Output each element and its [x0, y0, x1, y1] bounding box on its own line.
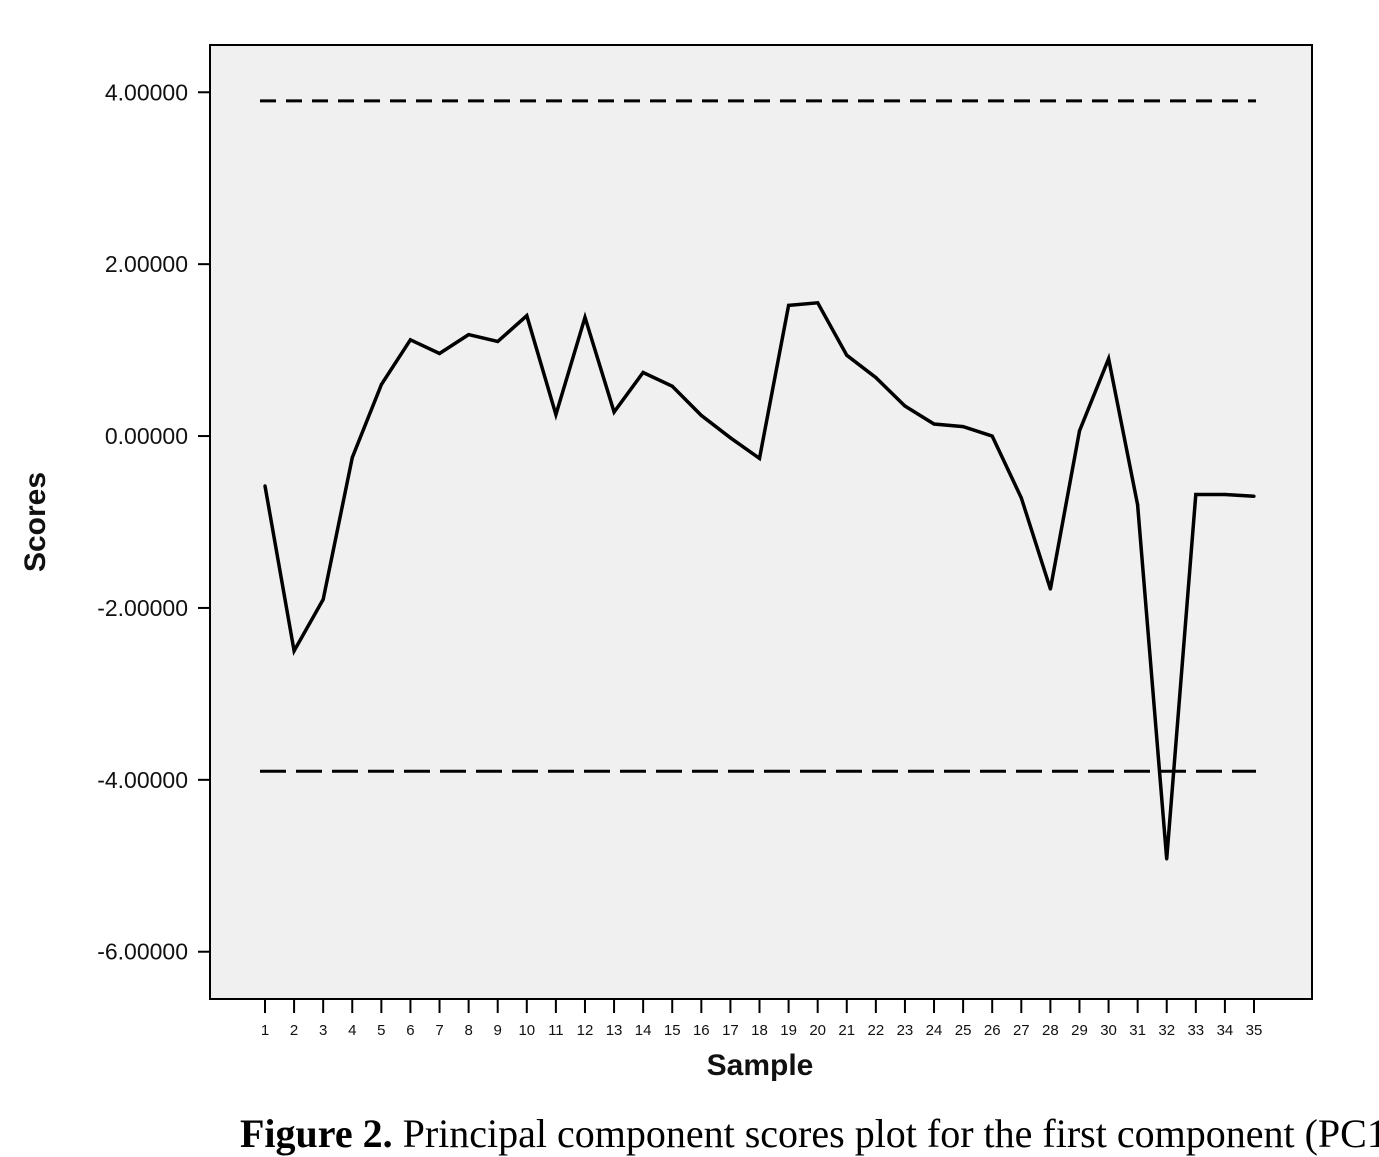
x-tick-label: 17 — [722, 1022, 739, 1039]
y-tick-label: 0.00000 — [105, 423, 188, 449]
data-point — [1077, 429, 1082, 433]
y-axis-title: Scores — [19, 472, 52, 572]
x-tick-label: 34 — [1217, 1022, 1234, 1039]
data-point — [670, 384, 674, 388]
data-point — [467, 333, 471, 337]
data-point — [321, 597, 325, 601]
data-point — [932, 422, 936, 426]
x-tick-label: 25 — [955, 1022, 972, 1039]
x-tick-label: 2 — [290, 1022, 298, 1039]
x-tick-label: 33 — [1187, 1022, 1204, 1039]
data-point — [903, 404, 907, 408]
data-point — [1252, 494, 1256, 498]
plot-area — [209, 44, 1313, 1000]
x-tick-label: 16 — [693, 1022, 710, 1039]
data-point — [845, 353, 849, 357]
x-tick-label: 12 — [577, 1022, 594, 1039]
x-tick-label: 15 — [664, 1022, 681, 1039]
x-tick-label: 23 — [897, 1022, 914, 1039]
scores-chart: 4.00000 2.00000 0.00000 -2.00000 -4.00000 -6.… — [19, 44, 1313, 1082]
x-tick-label: 6 — [406, 1022, 414, 1039]
x-tick-label: 31 — [1129, 1022, 1146, 1039]
data-point — [263, 484, 267, 488]
data-point — [350, 455, 354, 460]
data-point — [408, 338, 413, 342]
x-tick-label: 35 — [1246, 1022, 1263, 1039]
x-tick-label: 28 — [1042, 1022, 1059, 1039]
x-tick-label: 27 — [1013, 1022, 1030, 1039]
caption-text: Principal component scores plot for the … — [402, 1111, 1379, 1156]
data-point — [990, 434, 994, 438]
x-tick-label: 21 — [838, 1022, 855, 1039]
x-tick-label: 3 — [319, 1022, 327, 1039]
x-tick-label: 11 — [548, 1022, 564, 1039]
x-tick-label: 32 — [1158, 1022, 1175, 1039]
data-point — [554, 412, 558, 417]
x-tick-label: 4 — [348, 1022, 356, 1039]
data-point — [437, 351, 442, 356]
data-point — [612, 410, 616, 414]
x-tick-label: 7 — [435, 1022, 443, 1039]
x-tick-label: 26 — [984, 1022, 1001, 1039]
x-tick-label: 30 — [1100, 1022, 1117, 1039]
data-point — [1048, 587, 1052, 591]
x-tick-label: 8 — [464, 1022, 472, 1039]
x-tick-label: 18 — [751, 1022, 768, 1039]
data-point — [1223, 492, 1227, 497]
data-point — [583, 315, 587, 320]
y-tick-label: -2.00000 — [97, 595, 188, 621]
x-tick-label: 5 — [377, 1022, 385, 1039]
data-point — [699, 413, 703, 418]
data-point — [786, 303, 791, 308]
x-axis: 1 2 3 4 5 6 7 8 9 10 11 12 13 14 15 16 17 18 19 20 21 22 23 24 2… — [261, 999, 1263, 1039]
x-tick-label: 14 — [635, 1022, 652, 1039]
y-axis: 4.00000 2.00000 0.00000 -2.00000 -4.00000 -6.… — [97, 79, 210, 965]
data-point — [1136, 503, 1140, 507]
data-point — [292, 649, 296, 653]
x-tick-label: 29 — [1071, 1022, 1088, 1039]
data-point — [379, 382, 383, 387]
reference-lines — [260, 99, 1256, 773]
data-point — [641, 370, 645, 375]
data-point — [816, 301, 820, 305]
x-tick-label: 10 — [518, 1022, 535, 1039]
data-point — [1194, 492, 1198, 497]
x-tick-label: 9 — [494, 1022, 502, 1039]
x-axis-title: Sample — [707, 1049, 814, 1082]
data-point — [874, 376, 878, 380]
y-tick-label: -4.00000 — [97, 767, 188, 793]
figure-caption: Figure 2. Principal component scores plo… — [240, 1110, 1379, 1157]
x-tick-label: 13 — [606, 1022, 623, 1039]
x-tick-label: 22 — [868, 1022, 885, 1039]
data-point — [961, 425, 965, 429]
caption-label: Figure 2 — [240, 1111, 383, 1156]
data-point — [1019, 496, 1023, 500]
data-point — [1165, 857, 1169, 861]
y-tick-label: 4.00000 — [105, 79, 188, 105]
x-tick-label: 19 — [780, 1022, 797, 1039]
y-tick-label: 2.00000 — [105, 251, 188, 277]
x-tick-label: 24 — [926, 1022, 943, 1039]
data-point — [728, 436, 733, 440]
x-tick-label: 20 — [809, 1022, 826, 1039]
data-point — [1106, 357, 1111, 361]
y-tick-label: -6.00000 — [97, 939, 188, 965]
x-tick-label: 1 — [261, 1022, 269, 1039]
data-point — [496, 339, 500, 344]
series-group — [263, 300, 1256, 861]
data-point — [525, 314, 529, 318]
data-point — [757, 456, 762, 460]
